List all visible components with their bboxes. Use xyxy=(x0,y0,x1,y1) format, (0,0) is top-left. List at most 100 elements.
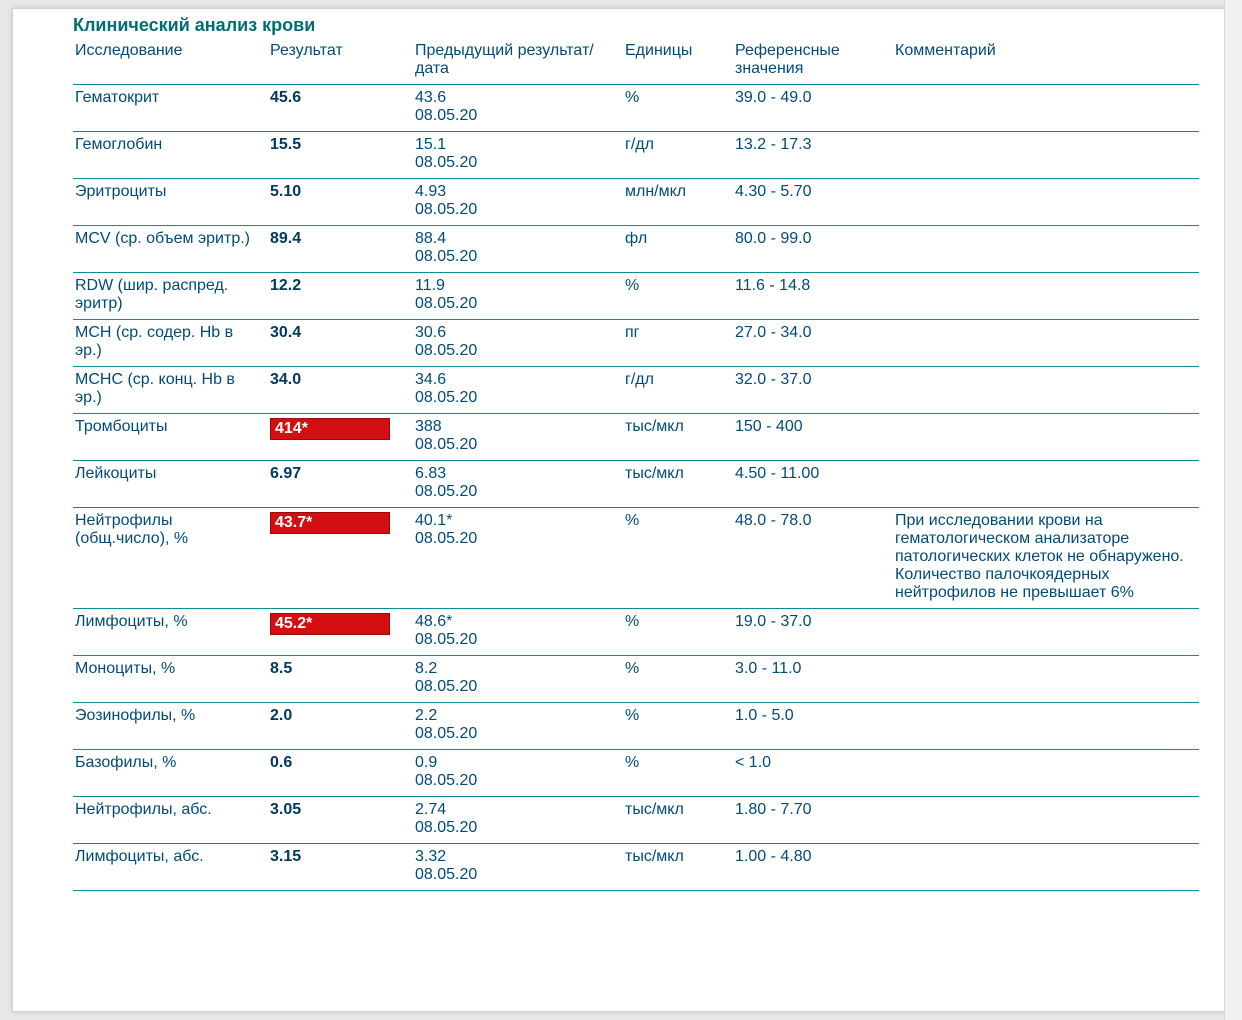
col-header-name: Исследование xyxy=(73,38,268,85)
previous-date: 08.05.20 xyxy=(415,530,617,548)
cell-previous: 4.9308.05.20 xyxy=(413,179,623,226)
abnormal-flag: 45.2* xyxy=(270,613,390,635)
previous-date: 08.05.20 xyxy=(415,342,617,360)
table-row: Лимфоциты, %45.2*48.6*08.05.20%19.0 - 37… xyxy=(73,609,1199,656)
cell-comment xyxy=(893,85,1199,132)
col-header-prev: Предыдущий результат/дата xyxy=(413,38,623,85)
previous-date: 08.05.20 xyxy=(415,436,617,454)
previous-value: 48.6* xyxy=(415,613,452,630)
table-row: Лимфоциты, абс.3.153.3208.05.20тыс/мкл1.… xyxy=(73,844,1199,891)
section-title: Клинический анализ крови xyxy=(73,9,1199,38)
cell-units: фл xyxy=(623,226,733,273)
col-header-ref: Референсные значения xyxy=(733,38,893,85)
cell-reference: 27.0 - 34.0 xyxy=(733,320,893,367)
cell-units: % xyxy=(623,609,733,656)
cell-previous: 8.208.05.20 xyxy=(413,656,623,703)
cell-name: MCV (ср. объем эритр.) xyxy=(73,226,268,273)
cell-result: 30.4 xyxy=(268,320,413,367)
previous-value: 2.2 xyxy=(415,707,437,724)
cell-reference: 32.0 - 37.0 xyxy=(733,367,893,414)
cell-result: 5.10 xyxy=(268,179,413,226)
cell-comment xyxy=(893,367,1199,414)
previous-value: 43.6 xyxy=(415,89,446,106)
cell-result: 2.0 xyxy=(268,703,413,750)
cell-units: % xyxy=(623,508,733,609)
previous-date: 08.05.20 xyxy=(415,154,617,172)
col-header-result: Результат xyxy=(268,38,413,85)
cell-name: MCHC (ср. конц. Hb в эр.) xyxy=(73,367,268,414)
cell-reference: 1.0 - 5.0 xyxy=(733,703,893,750)
previous-value: 3.32 xyxy=(415,848,446,865)
previous-date: 08.05.20 xyxy=(415,483,617,501)
cell-result: 12.2 xyxy=(268,273,413,320)
cell-comment xyxy=(893,750,1199,797)
cell-previous: 11.908.05.20 xyxy=(413,273,623,320)
cell-result: 0.6 xyxy=(268,750,413,797)
cell-previous: 3.3208.05.20 xyxy=(413,844,623,891)
cell-name: RDW (шир. распред. эритр) xyxy=(73,273,268,320)
cell-result: 15.5 xyxy=(268,132,413,179)
cell-comment xyxy=(893,320,1199,367)
table-row: MCH (ср. содер. Hb в эр.)30.430.608.05.2… xyxy=(73,320,1199,367)
cell-name: Эозинофилы, % xyxy=(73,703,268,750)
table-row: Гематокрит45.643.608.05.20%39.0 - 49.0 xyxy=(73,85,1199,132)
cell-comment xyxy=(893,414,1199,461)
cell-result: 45.6 xyxy=(268,85,413,132)
cell-result: 8.5 xyxy=(268,656,413,703)
previous-date: 08.05.20 xyxy=(415,295,617,313)
previous-value: 4.93 xyxy=(415,183,446,200)
previous-date: 08.05.20 xyxy=(415,201,617,219)
previous-date: 08.05.20 xyxy=(415,248,617,266)
cell-units: % xyxy=(623,703,733,750)
cell-comment xyxy=(893,609,1199,656)
table-row: Моноциты, %8.58.208.05.20%3.0 - 11.0 xyxy=(73,656,1199,703)
cell-name: Нейтрофилы, абс. xyxy=(73,797,268,844)
cell-reference: 11.6 - 14.8 xyxy=(733,273,893,320)
cell-previous: 15.108.05.20 xyxy=(413,132,623,179)
previous-value: 30.6 xyxy=(415,324,446,341)
previous-value: 388 xyxy=(415,418,442,435)
cell-units: г/дл xyxy=(623,367,733,414)
previous-date: 08.05.20 xyxy=(415,819,617,837)
cell-result: 45.2* xyxy=(268,609,413,656)
table-row: Эозинофилы, %2.02.208.05.20%1.0 - 5.0 xyxy=(73,703,1199,750)
cell-comment xyxy=(893,797,1199,844)
previous-value: 34.6 xyxy=(415,371,446,388)
cell-name: Лимфоциты, абс. xyxy=(73,844,268,891)
previous-date: 08.05.20 xyxy=(415,631,617,649)
cell-units: тыс/мкл xyxy=(623,797,733,844)
cell-units: г/дл xyxy=(623,132,733,179)
cell-reference: 19.0 - 37.0 xyxy=(733,609,893,656)
cell-previous: 2.208.05.20 xyxy=(413,703,623,750)
cell-name: Базофилы, % xyxy=(73,750,268,797)
cell-name: MCH (ср. содер. Hb в эр.) xyxy=(73,320,268,367)
cell-units: тыс/мкл xyxy=(623,844,733,891)
cell-reference: 3.0 - 11.0 xyxy=(733,656,893,703)
cell-result: 34.0 xyxy=(268,367,413,414)
scrollbar-vertical[interactable] xyxy=(1224,0,1242,1020)
cell-reference: < 1.0 xyxy=(733,750,893,797)
cell-units: млн/мкл xyxy=(623,179,733,226)
previous-value: 15.1 xyxy=(415,136,446,153)
previous-value: 11.9 xyxy=(415,277,445,294)
cell-reference: 13.2 - 17.3 xyxy=(733,132,893,179)
cell-comment xyxy=(893,226,1199,273)
previous-date: 08.05.20 xyxy=(415,725,617,743)
cell-units: % xyxy=(623,85,733,132)
previous-value: 0.9 xyxy=(415,754,437,771)
cell-name: Нейтрофилы (общ.число), % xyxy=(73,508,268,609)
previous-date: 08.05.20 xyxy=(415,866,617,884)
lab-results-table: Исследование Результат Предыдущий резуль… xyxy=(73,38,1199,891)
cell-reference: 80.0 - 99.0 xyxy=(733,226,893,273)
cell-comment xyxy=(893,703,1199,750)
cell-name: Лейкоциты xyxy=(73,461,268,508)
previous-value: 6.83 xyxy=(415,465,446,482)
cell-name: Гематокрит xyxy=(73,85,268,132)
cell-result: 414* xyxy=(268,414,413,461)
cell-name: Эритроциты xyxy=(73,179,268,226)
table-row: Нейтрофилы, абс.3.052.7408.05.20тыс/мкл1… xyxy=(73,797,1199,844)
cell-previous: 43.608.05.20 xyxy=(413,85,623,132)
cell-units: % xyxy=(623,656,733,703)
table-row: MCV (ср. объем эритр.)89.488.408.05.20фл… xyxy=(73,226,1199,273)
table-row: RDW (шир. распред. эритр)12.211.908.05.2… xyxy=(73,273,1199,320)
